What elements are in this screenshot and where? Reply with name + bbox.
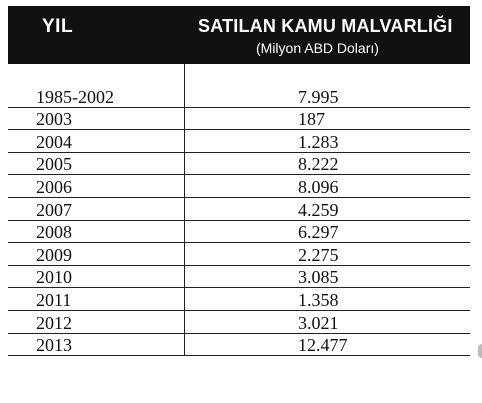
privatization-table: YIL SATILAN KAMU MALVARLIĞI (Milyon ABD … <box>8 6 470 357</box>
column-divider <box>184 64 185 357</box>
row-value: 3.085 <box>298 267 339 288</box>
row-year: 2011 <box>36 289 72 310</box>
row-value: 1.358 <box>298 289 339 310</box>
row-year: 2012 <box>36 312 72 333</box>
row-value: 187 <box>298 109 325 130</box>
header-year: YIL <box>42 16 74 37</box>
table-row: 2004 1.283 <box>8 130 470 153</box>
table-row: 2005 8.222 <box>8 153 470 176</box>
row-value: 2.275 <box>298 244 339 265</box>
table-body: 1985-2002 7.995 2003 187 2004 1.283 2005… <box>8 64 470 357</box>
table-row: 2003 187 <box>8 108 470 131</box>
row-year: 2005 <box>36 154 72 175</box>
row-year: 2013 <box>36 335 72 356</box>
table-row: 2013 12.477 <box>8 334 470 357</box>
table-row: 2010 3.085 <box>8 266 470 289</box>
row-year: 2008 <box>36 222 72 243</box>
table-row: 2008 6.297 <box>8 221 470 244</box>
row-year: 2010 <box>36 267 72 288</box>
table-row: 2007 4.259 <box>8 198 470 221</box>
table-row: 2011 1.358 <box>8 288 470 311</box>
row-year: 1985-2002 <box>36 86 114 107</box>
row-year: 2009 <box>36 244 72 265</box>
header-title: SATILAN KAMU MALVARLIĞI <box>198 16 453 36</box>
row-value: 8.096 <box>298 176 339 197</box>
header-subtitle: (Milyon ABD Doları) <box>256 40 379 56</box>
row-year: 2003 <box>36 109 72 130</box>
row-value: 8.222 <box>298 154 339 175</box>
row-value: 3.021 <box>298 312 339 333</box>
row-value: 7.995 <box>298 86 339 107</box>
table-row: 1985-2002 7.995 <box>8 85 470 108</box>
table-row: 2006 8.096 <box>8 175 470 198</box>
row-value: 4.259 <box>298 199 339 220</box>
table-row: 2012 3.021 <box>8 311 470 334</box>
row-year: 2007 <box>36 199 72 220</box>
row-year: 2006 <box>36 176 72 197</box>
table-header: YIL SATILAN KAMU MALVARLIĞI (Milyon ABD … <box>8 6 470 64</box>
page-edge-mark <box>478 344 482 358</box>
row-value: 6.297 <box>298 222 339 243</box>
table-row: 2009 2.275 <box>8 243 470 266</box>
row-value: 12.477 <box>298 335 348 356</box>
row-year: 2004 <box>36 131 72 152</box>
row-value: 1.283 <box>298 131 339 152</box>
